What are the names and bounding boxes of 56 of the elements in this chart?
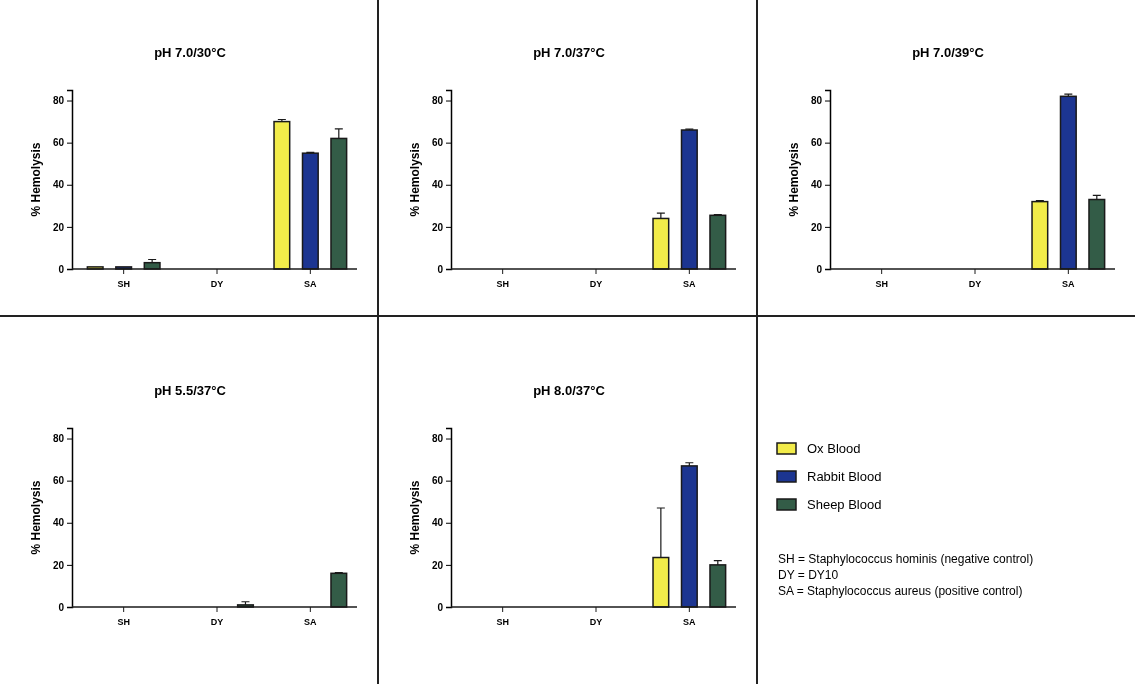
- y-axis-title: % Hemolysis: [29, 480, 43, 555]
- chart-title: pH 8.0/37°C: [533, 383, 606, 398]
- legend-label: Ox Blood: [807, 441, 861, 456]
- y-axis-title: % Hemolysis: [787, 142, 801, 217]
- x-tick-label: SH: [875, 279, 888, 289]
- x-tick-label: SA: [304, 617, 318, 627]
- x-tick-label: DY: [210, 617, 224, 627]
- y-tick-label: 20: [810, 221, 823, 233]
- x-tick-label: SH: [117, 279, 130, 289]
- y-tick-label: 80: [810, 95, 823, 107]
- text: SA = Staphylococcus aureus (positive control): [778, 584, 1023, 598]
- text: DY = DY10: [778, 568, 839, 582]
- legend-label: Sheep Blood: [807, 497, 882, 512]
- x-tick-label: DY: [968, 279, 982, 289]
- y-tick-label: 0: [437, 601, 444, 613]
- y-tick-label: 0: [58, 601, 65, 613]
- x-tick-label: SA: [304, 279, 318, 289]
- x-tick-label: SA: [683, 279, 697, 289]
- chart-title: pH 5.5/37°C: [154, 383, 227, 398]
- x-tick-label: DY: [589, 617, 603, 627]
- y-tick-label: 20: [52, 221, 65, 233]
- y-tick-label: 0: [816, 263, 823, 275]
- y-tick-label: 80: [52, 95, 65, 107]
- x-tick-label: SA: [683, 617, 697, 627]
- y-tick-label: 60: [431, 137, 444, 149]
- y-tick-label: 40: [52, 179, 65, 191]
- y-tick-label: 40: [431, 179, 444, 191]
- x-tick-label: SH: [117, 617, 130, 627]
- y-tick-label: 40: [810, 179, 823, 191]
- y-tick-label: 40: [52, 517, 65, 529]
- y-tick-label: 80: [431, 433, 444, 445]
- y-axis-title: % Hemolysis: [408, 142, 422, 217]
- y-tick-label: 20: [431, 559, 444, 571]
- y-tick-label: 60: [810, 137, 823, 149]
- legend-label: Rabbit Blood: [807, 469, 882, 484]
- y-tick-label: 80: [52, 433, 65, 445]
- y-tick-label: 20: [52, 559, 65, 571]
- y-tick-label: 0: [437, 263, 444, 275]
- text: SH = Staphylococcus hominis (negative control): [778, 552, 1034, 566]
- x-tick-label: SH: [496, 617, 509, 627]
- y-tick-label: 20: [431, 221, 444, 233]
- chart-title: pH 7.0/37°C: [533, 45, 606, 60]
- y-tick-label: 80: [431, 95, 444, 107]
- x-tick-label: DY: [589, 279, 603, 289]
- y-tick-label: 40: [431, 517, 444, 529]
- y-tick-label: 60: [431, 475, 444, 487]
- y-tick-label: 0: [58, 263, 65, 275]
- chart-title: pH 7.0/39°C: [912, 45, 985, 60]
- chart-title: pH 7.0/30°C: [154, 45, 227, 60]
- y-tick-label: 60: [52, 137, 65, 149]
- x-tick-label: SH: [496, 279, 509, 289]
- x-tick-label: SA: [1062, 279, 1076, 289]
- x-tick-label: DY: [210, 279, 224, 289]
- y-tick-label: 60: [52, 475, 65, 487]
- y-axis-title: % Hemolysis: [408, 480, 422, 555]
- y-axis-title: % Hemolysis: [29, 142, 43, 217]
